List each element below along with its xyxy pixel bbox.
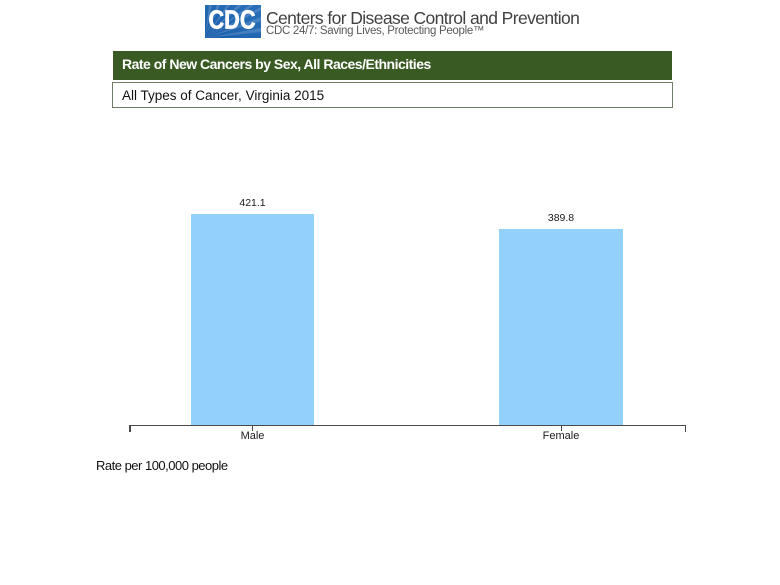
svg-text:CDC: CDC <box>209 5 256 35</box>
